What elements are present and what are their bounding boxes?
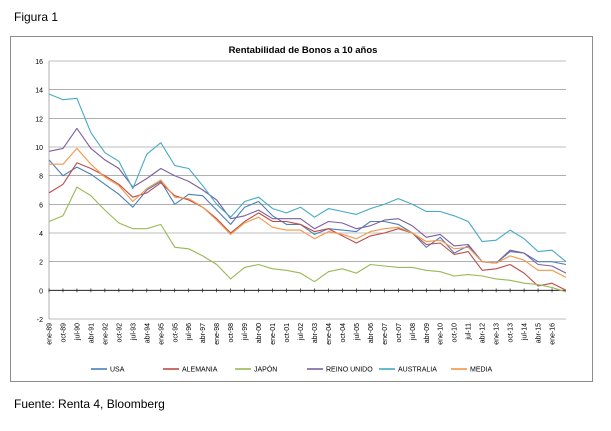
- x-tick-label: jul-05: [354, 323, 361, 341]
- x-tick-label: oct-10: [452, 323, 459, 343]
- x-tick-label: abr-00: [256, 323, 263, 343]
- x-tick-label: jul-93: [130, 323, 137, 341]
- legend-label-alemania: ALEMANIA: [182, 367, 218, 374]
- x-tick-label: abr-12: [480, 323, 487, 343]
- series-line-jap-n: [48, 186, 567, 293]
- x-tick-label: oct-89: [60, 323, 67, 343]
- x-tick-label: jul-11: [466, 323, 473, 341]
- legend: USA ALEMANIA JAPÓN REINO UNIDO AUSTRALIA MEDI…: [91, 365, 493, 374]
- y-tick-label: -2: [37, 317, 43, 324]
- x-tick-label: abr-94: [144, 323, 151, 343]
- x-tick-label: oct-92: [116, 323, 123, 343]
- y-tick-labels: -2 0 2 4 6 8 10 12 14 16: [35, 59, 43, 324]
- series-line-australia: [48, 93, 567, 263]
- x-tick-label: ene-98: [214, 323, 221, 345]
- y-tick-label: 10: [35, 145, 43, 152]
- y-tick-label: 14: [35, 88, 43, 95]
- x-tick-label: oct-95: [172, 323, 179, 343]
- legend-label-usa: USA: [110, 367, 125, 374]
- gridlines: [48, 60, 566, 320]
- x-tick-label: abr-97: [200, 323, 207, 343]
- series-line-media: [49, 147, 567, 278]
- y-tick-label: 16: [35, 59, 43, 66]
- series-line-alemania: [48, 162, 567, 291]
- chart-plot: -2 0 2 4 6 8 10 12 14 16 ene-89 oct-89 jul-90 abr-91…: [35, 45, 567, 374]
- y-tick-label: 6: [39, 202, 43, 209]
- source-note: Fuente: Renta 4, Bloomberg: [14, 397, 165, 411]
- x-tick-label: ene-95: [158, 323, 165, 345]
- y-tick-label: 2: [39, 260, 43, 267]
- x-tick-label: abr-91: [88, 323, 95, 343]
- chart-frame: -2 0 2 4 6 8 10 12 14 16 ene-89 oct-89 jul-90 abr-91…: [10, 36, 593, 382]
- x-tick-label: jul-02: [298, 323, 305, 341]
- x-tick-label: jul-14: [522, 323, 529, 341]
- x-tick-label: abr-15: [536, 323, 543, 343]
- y-tick-label: 8: [39, 174, 43, 181]
- legend-label-reino-unido: REINO UNIDO: [326, 367, 373, 374]
- x-tick-label: oct-07: [396, 323, 403, 343]
- x-tick-label: oct-13: [508, 323, 515, 343]
- x-tick-label: oct-01: [284, 323, 291, 343]
- x-tick-label: jul-96: [186, 323, 193, 341]
- x-tick-label: ene-01: [270, 323, 277, 345]
- legend-label-jap-n: JAPÓN: [254, 365, 277, 374]
- x-tick-labels: ene-89 oct-89 jul-90 abr-91 ene-92 oct-92 jul-…: [47, 288, 557, 345]
- x-tick-label: oct-98: [228, 323, 235, 343]
- y-tick-label: 4: [39, 231, 43, 238]
- series-lines: [48, 93, 567, 293]
- y-tick-label: 0: [39, 288, 43, 295]
- x-tick-label: oct-04: [340, 323, 347, 343]
- x-tick-label: ene-10: [438, 323, 445, 345]
- x-tick-label: jul-08: [410, 323, 417, 341]
- chart-title: Rentabilidad de Bonos a 10 años: [229, 45, 378, 56]
- x-tick-label: abr-09: [424, 323, 431, 343]
- x-tick-label: ene-92: [102, 323, 109, 345]
- x-tick-label: jul-90: [74, 323, 81, 341]
- legend-label-australia: AUSTRALIA: [398, 367, 437, 374]
- legend-label-media: MEDIA: [470, 367, 493, 374]
- y-tick-label: 12: [35, 116, 43, 123]
- x-tick-label: ene-04: [326, 323, 333, 345]
- x-tick-label: ene-13: [494, 323, 501, 345]
- x-tick-label: ene-07: [382, 323, 389, 345]
- figure-label: Figura 1: [14, 10, 59, 24]
- x-tick-label: ene-16: [550, 323, 557, 345]
- x-tick-label: abr-03: [312, 323, 319, 343]
- x-tick-label: jul-99: [242, 323, 249, 341]
- x-tick-label: abr-06: [368, 323, 375, 343]
- x-tick-label: ene-89: [47, 323, 54, 345]
